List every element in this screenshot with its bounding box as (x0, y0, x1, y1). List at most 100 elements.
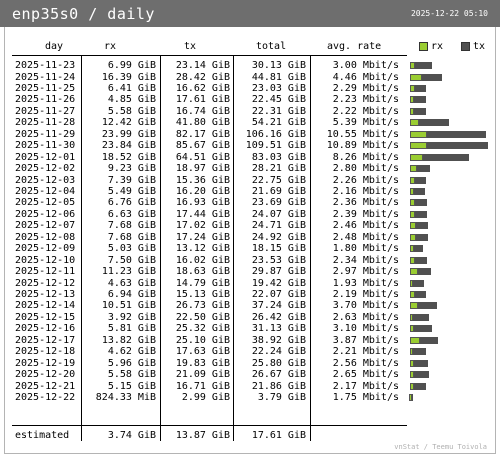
tx-bar (410, 222, 428, 230)
row-tx: 23.14 GiB (175, 60, 230, 71)
tx-bar (410, 313, 429, 321)
row-total: 37.24 GiB (251, 300, 306, 312)
row-tx: 16.02 GiB (175, 254, 230, 266)
row-tx: 17.24 GiB (175, 231, 230, 243)
row-avg-rate: 1.80 Mbit/s (332, 243, 399, 255)
rx-bar (410, 165, 417, 173)
rx-bar (410, 302, 418, 310)
row-rx: 11.23 GiB (101, 266, 156, 278)
row-day: 2025-12-14 (15, 300, 76, 312)
chart-frame (4, 27, 496, 454)
column-divider (81, 55, 82, 441)
row-tx: 28.42 GiB (175, 71, 230, 83)
row-avg-rate: 2.21 Mbit/s (332, 346, 399, 358)
row-tx: 21.09 GiB (175, 369, 230, 381)
row-rx: 824.33 MiB (95, 392, 156, 403)
tx-legend-swatch (461, 42, 470, 51)
estimated-label: estimated (15, 430, 70, 441)
tx-bar (410, 348, 426, 356)
row-day: 2025-11-29 (15, 128, 76, 140)
row-total: 22.75 GiB (251, 174, 306, 186)
row-total: 29.87 GiB (251, 266, 306, 278)
row-total: 22.07 GiB (251, 289, 306, 300)
row-day: 2025-12-03 (15, 174, 76, 186)
row-avg-rate: 1.75 Mbit/s (332, 392, 399, 403)
tx-bar (410, 279, 424, 287)
row-rx: 6.41 GiB (107, 82, 156, 94)
row-rx: 12.42 GiB (101, 117, 156, 129)
rx-bar (410, 348, 414, 356)
row-day: 2025-11-23 (15, 60, 76, 71)
row-avg-rate: 2.26 Mbit/s (332, 174, 399, 186)
row-tx: 85.67 GiB (175, 140, 230, 152)
row-total: 38.92 GiB (251, 334, 306, 346)
tx-bar (410, 165, 431, 173)
rx-bar (410, 336, 420, 344)
estimated-rule (12, 425, 407, 426)
rx-bar (410, 279, 414, 287)
row-day: 2025-12-15 (15, 311, 76, 323)
row-rx: 4.62 GiB (107, 346, 156, 358)
row-avg-rate: 2.39 Mbit/s (332, 208, 399, 220)
row-total: 18.15 GiB (251, 243, 306, 255)
tx-bar (410, 302, 437, 310)
row-avg-rate: 10.55 Mbit/s (326, 128, 399, 140)
row-avg-rate: 2.63 Mbit/s (332, 311, 399, 323)
tx-bar (410, 245, 423, 253)
row-rx: 5.49 GiB (107, 185, 156, 197)
row-tx: 82.17 GiB (175, 128, 230, 140)
rx-legend-swatch (419, 42, 428, 51)
row-total: 19.42 GiB (251, 277, 306, 289)
rx-bar (410, 119, 419, 127)
row-day: 2025-11-24 (15, 71, 76, 83)
rx-bar (410, 268, 418, 276)
row-day: 2025-12-20 (15, 369, 76, 381)
row-rx: 6.99 GiB (107, 60, 156, 71)
rx-bar (410, 84, 415, 92)
tx-bar (410, 291, 426, 298)
rx-bar (410, 107, 414, 115)
row-avg-rate: 3.87 Mbit/s (332, 334, 399, 346)
tx-bar (410, 142, 488, 150)
tx-bar (410, 371, 429, 379)
row-total: 54.21 GiB (251, 117, 306, 129)
timestamp: 2025-12-22 05:10 (410, 9, 488, 18)
column-divider (233, 55, 234, 441)
row-tx: 19.83 GiB (175, 357, 230, 369)
row-day: 2025-12-10 (15, 254, 76, 266)
rx-bar (410, 130, 428, 138)
row-tx: 16.20 GiB (175, 185, 230, 197)
row-tx: 17.44 GiB (175, 208, 230, 220)
rx-bar (410, 210, 415, 218)
row-rx: 6.76 GiB (107, 197, 156, 209)
row-tx: 16.74 GiB (175, 105, 230, 117)
rx-bar (410, 382, 414, 390)
rx-bar (410, 96, 414, 104)
rx-bar (410, 62, 415, 69)
estimated-tx: 13.87 GiB (175, 430, 230, 441)
tx-bar (410, 199, 427, 207)
row-day: 2025-12-01 (15, 151, 76, 163)
tx-bar (410, 325, 433, 333)
row-day: 2025-12-07 (15, 220, 76, 232)
tx-bar (410, 176, 427, 184)
row-rx: 5.15 GiB (107, 380, 156, 392)
row-tx: 41.80 GiB (175, 117, 230, 129)
row-rx: 4.63 GiB (107, 277, 156, 289)
rx-bar (410, 313, 413, 321)
row-rx: 23.99 GiB (101, 128, 156, 140)
rx-bar (410, 291, 415, 298)
row-avg-rate: 2.36 Mbit/s (332, 197, 399, 209)
tx-bar (410, 336, 438, 344)
row-tx: 14.79 GiB (175, 277, 230, 289)
row-avg-rate: 2.16 Mbit/s (332, 185, 399, 197)
row-total: 23.69 GiB (251, 197, 306, 209)
row-day: 2025-12-12 (15, 277, 76, 289)
row-day: 2025-11-26 (15, 94, 76, 106)
rx-bar (410, 153, 424, 161)
row-avg-rate: 2.29 Mbit/s (332, 82, 399, 94)
row-rx: 23.84 GiB (101, 140, 156, 152)
row-total: 26.42 GiB (251, 311, 306, 323)
row-avg-rate: 2.22 Mbit/s (332, 105, 399, 117)
estimated-rx: 3.74 GiB (107, 430, 156, 441)
